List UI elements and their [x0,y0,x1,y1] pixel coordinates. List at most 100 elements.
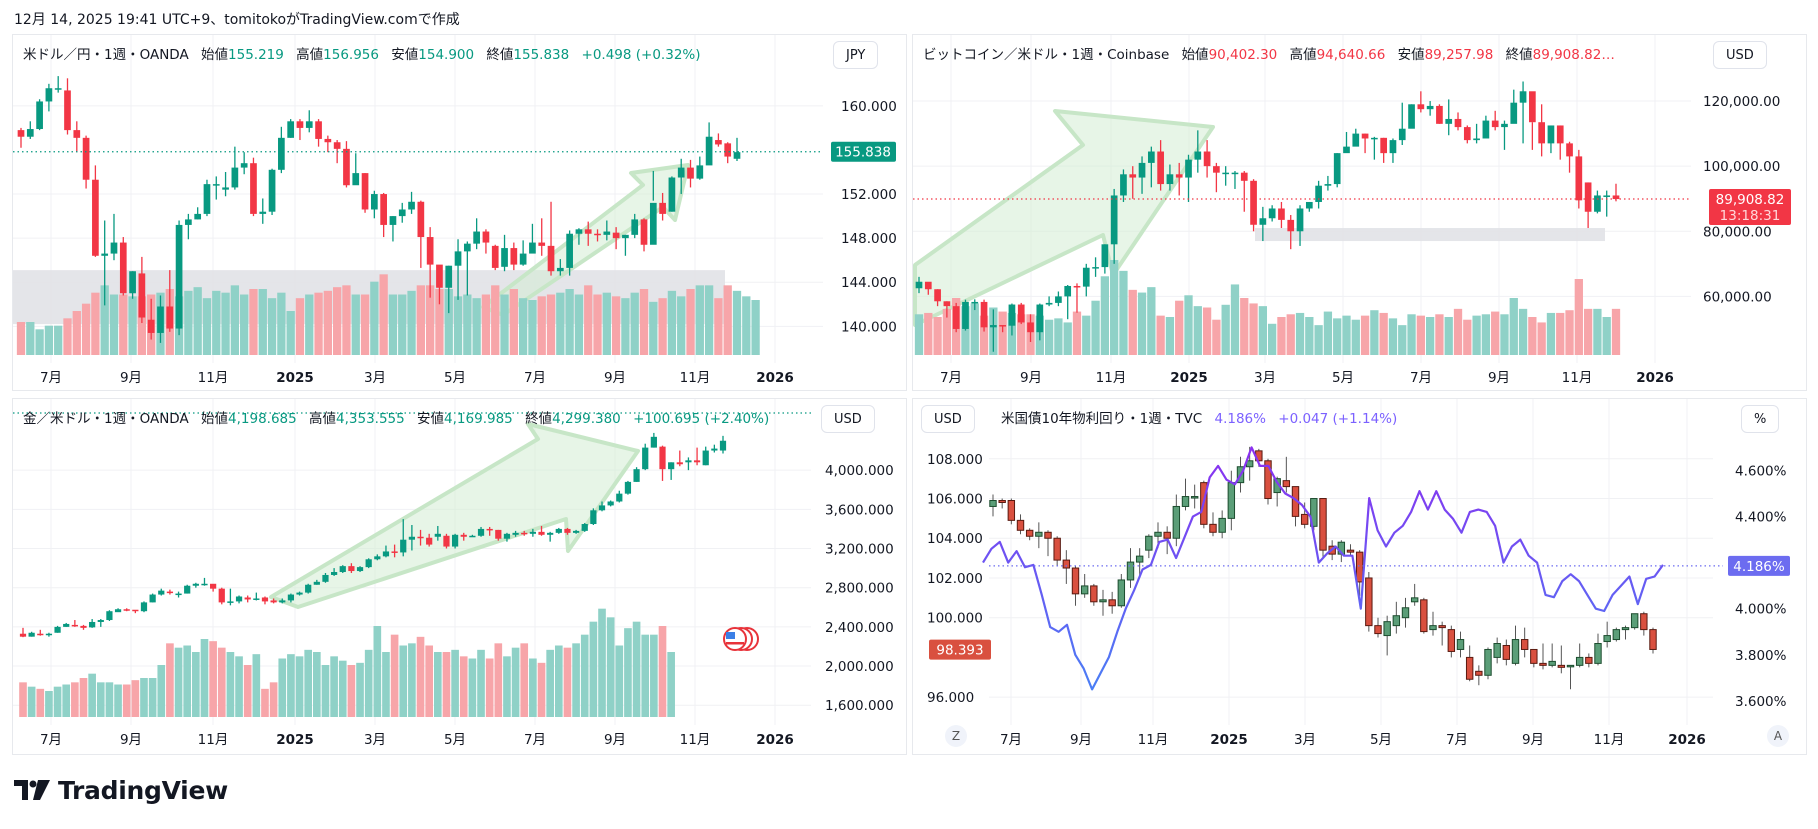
candle-body [668,177,676,212]
candle-body [371,194,378,210]
dxy-candle-body [1007,500,1016,521]
volume-bar [193,287,202,355]
volume-bar [1583,308,1593,355]
auto-scale-button[interactable]: A [1767,725,1789,747]
currency-unit-button[interactable]: USD [1713,41,1767,69]
volume-bar [148,678,157,717]
candle-body [1045,302,1053,305]
candle-body [1055,296,1062,303]
candle-body [149,594,156,603]
dxy-candle-body [1190,496,1199,499]
candle-body [952,306,960,329]
volume-bar [174,647,183,717]
volume-bar [166,643,174,717]
symbol-title: 米国債10年物利回り・1週・TVC [1001,411,1203,427]
volume-bar [240,294,249,355]
btcusd-chart-panel[interactable]: 120,000.00 100,000.00 80,000.00 60,000.00 7月… [912,34,1807,391]
x-tick-label: 7月 [40,370,62,386]
open-label: 始値 [201,47,229,63]
volume-bar [658,626,667,717]
candle-body [566,233,573,268]
zoom-reset-button[interactable]: Z [945,725,967,747]
volume-bar [72,311,81,355]
us10y-chart-panel[interactable]: 108.000 106.000 104.000 102.000 100.000 96.00… [912,398,1807,755]
volume-bar [1611,308,1621,355]
candle-body [650,436,657,448]
candle-body [547,532,554,535]
volume-bar [704,285,714,355]
volume-bar [71,682,79,717]
volume-bar [924,312,933,355]
candle-body [250,163,257,214]
percent-unit-button[interactable]: % [1741,405,1780,433]
volume-bar [1110,260,1119,355]
candle-body [63,623,70,627]
candle-body [138,273,146,318]
volume-bar [1230,284,1240,355]
dxy-candle-body [1099,599,1107,603]
symbol-title: 金／米ドル・1週・OANDA [23,411,189,427]
trend-arrow-drawing [913,109,1215,327]
volume-bar [518,298,528,355]
candle-body [185,219,192,225]
volume-bar [27,686,36,717]
volume-bar [398,294,407,355]
volume-bar [407,290,416,355]
x-tick-label: 7月 [1410,370,1432,386]
us10y-legend: 米国債10年物利回り・1週・TVC 4.186% +0.047 (+1.14%) [1001,407,1397,427]
last-dxy-badge [929,639,991,660]
volume-bar [45,691,53,717]
candle-body [631,219,639,235]
candle-body [348,566,355,572]
volume-bar [933,317,942,355]
dxy-candle-body [1511,639,1520,664]
volume-bar [63,318,72,355]
candle-body [1147,151,1155,163]
candle-body [184,585,191,594]
volume-bar [723,285,732,355]
xauusd-chart-panel[interactable]: 4,000.000 3,600.000 3,200.000 2,800.000 2,40… [12,398,907,755]
candle-body [510,248,518,265]
dxy-candle-body [1530,648,1538,664]
dxy-candle-body [1209,523,1217,533]
usdjpy-chart-panel[interactable]: 160.000 152.000 148.000 144.000 140.000 7月 9月 1… [12,34,907,391]
volume-bar [261,688,269,717]
dxy-candle-body [1649,629,1657,650]
candle-body [1101,244,1109,268]
low-label: 安値 [1397,47,1425,63]
volume-bar [1453,308,1463,355]
candle-body [640,219,648,245]
candle-body [463,243,471,252]
volume-bar [520,643,529,717]
volume-bar [658,298,667,355]
volume-bar [1518,308,1528,355]
candle-body [603,231,611,235]
currency-unit-button[interactable]: USD [821,405,875,433]
candle-body [106,611,113,621]
dxy-candle-body [1035,531,1043,537]
candle-body [612,232,620,239]
x-tick-label: 7月 [1446,732,1468,748]
dxy-candle-body [1062,559,1071,569]
candle-body [1194,151,1202,160]
volume-bar [1370,310,1379,355]
candle-body [715,140,722,145]
volume-bar [615,645,624,717]
x-tick-label: 2026 [1636,370,1674,386]
volume-bar [1314,325,1323,355]
left-unit-button[interactable]: USD [921,405,975,433]
candle-body [538,242,546,246]
tradingview-logo[interactable]: TradingView [14,776,228,805]
open-value: 4,198.685 [228,411,297,427]
volume-bar [503,656,511,717]
candle-body [231,167,239,188]
volume-bar [53,686,62,717]
candle-body [733,152,741,159]
volume-bar [537,662,546,717]
volume-bar [119,294,128,355]
currency-unit-button[interactable]: JPY [833,41,879,69]
candle-body [1612,195,1620,200]
candle-body [934,289,941,302]
volume-bar [630,292,639,355]
volume-bar [79,678,88,717]
